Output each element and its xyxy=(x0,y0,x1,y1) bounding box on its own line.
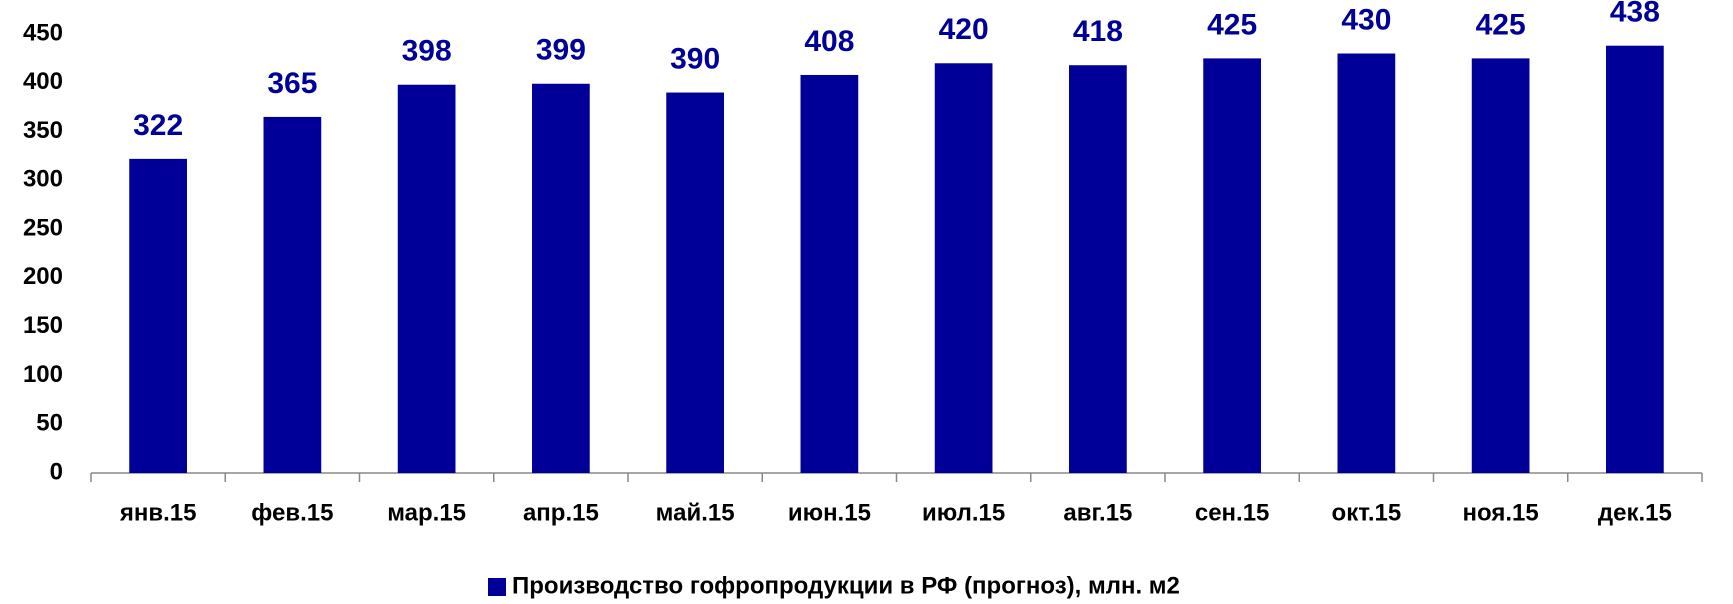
x-tick-label: фев.15 xyxy=(251,499,333,526)
x-tick-label: мар.15 xyxy=(387,499,466,526)
x-tick-label: авг.15 xyxy=(1063,499,1132,526)
data-label: 408 xyxy=(804,25,854,58)
x-tick-label: апр.15 xyxy=(523,499,599,526)
y-tick-label: 300 xyxy=(23,166,63,193)
data-label: 365 xyxy=(267,67,317,100)
data-label: 418 xyxy=(1073,15,1123,48)
legend-swatch xyxy=(488,578,506,596)
y-tick-label: 50 xyxy=(36,410,63,437)
y-tick-label: 200 xyxy=(23,263,63,290)
x-tick-label: окт.15 xyxy=(1332,499,1402,526)
data-label: 430 xyxy=(1341,3,1391,36)
bar xyxy=(934,63,993,474)
data-label: 398 xyxy=(402,35,452,68)
x-tick-label: ноя.15 xyxy=(1463,499,1539,526)
bar xyxy=(397,84,456,474)
y-tick-label: 250 xyxy=(23,214,63,241)
bar xyxy=(1606,45,1664,473)
data-label: 322 xyxy=(133,109,183,142)
data-label: 399 xyxy=(536,34,586,67)
x-tick-label: июн.15 xyxy=(788,499,871,526)
x-tick-label: янв.15 xyxy=(119,499,197,526)
y-tick-label: 450 xyxy=(23,19,63,46)
x-tick-label: июл.15 xyxy=(922,499,1005,526)
y-tick-label: 350 xyxy=(23,117,63,144)
data-label: 420 xyxy=(939,13,989,46)
bar xyxy=(532,83,590,474)
data-label: 425 xyxy=(1207,8,1257,41)
bar xyxy=(666,92,724,474)
bar xyxy=(1337,53,1396,474)
data-label: 390 xyxy=(670,42,720,75)
data-label: 425 xyxy=(1476,8,1526,41)
bar xyxy=(129,158,187,474)
bar xyxy=(1069,65,1127,474)
data-label: 438 xyxy=(1610,0,1660,29)
legend-label: Производство гофропродукции в РФ (прогно… xyxy=(512,572,1180,599)
bar xyxy=(1203,58,1261,474)
bar xyxy=(263,116,322,473)
bar xyxy=(1471,58,1530,474)
bar xyxy=(800,74,859,474)
x-tick-label: дек.15 xyxy=(1598,499,1672,526)
y-tick-label: 100 xyxy=(23,361,63,388)
y-tick-label: 400 xyxy=(23,68,63,95)
y-tick-label: 150 xyxy=(23,312,63,339)
y-tick-label: 0 xyxy=(50,458,63,485)
x-tick-label: сен.15 xyxy=(1195,499,1270,526)
x-tick-label: май.15 xyxy=(656,499,735,526)
